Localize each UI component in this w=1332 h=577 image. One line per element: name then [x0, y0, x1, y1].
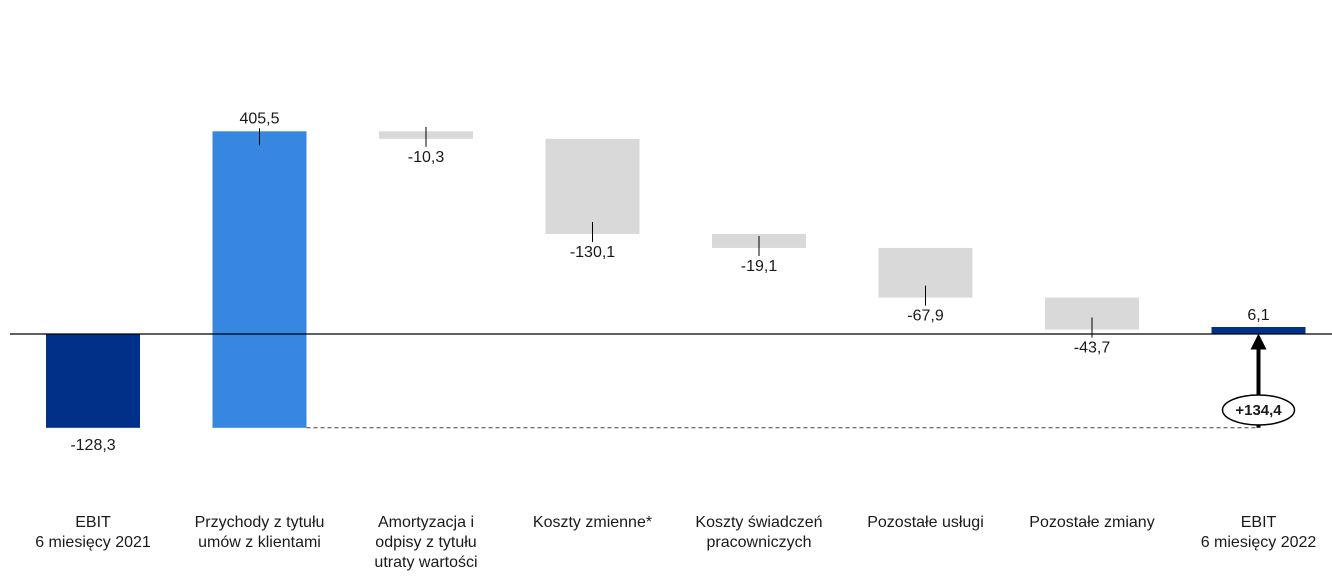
category-label-line: Amortyzacja i — [378, 514, 474, 531]
category-label-0: EBIT 6 miesięcy 2021 — [35, 514, 151, 551]
category-label-line: umów z klientami — [198, 534, 321, 551]
bar-increase-1 — [212, 131, 307, 428]
bar-total-7 — [1211, 327, 1306, 334]
value-label-4: -19,1 — [741, 258, 778, 275]
category-label-line: Koszty świadczeń — [695, 514, 822, 531]
category-label-line: 6 miesięcy 2022 — [1201, 534, 1317, 551]
category-label-1: Przychody z tytułu umów z klientami — [195, 514, 325, 551]
category-label-line: utraty wartości — [374, 554, 477, 571]
category-label-line: Koszty zmienne* — [533, 514, 652, 531]
value-label-3: -130,1 — [570, 244, 615, 261]
value-label-7: 6,1 — [1247, 307, 1269, 324]
value-label-0: -128,3 — [70, 437, 115, 454]
category-label-line: Pozostałe usługi — [867, 514, 984, 531]
delta-arrow-head — [1250, 333, 1267, 350]
category-label-line: pracowniczych — [707, 534, 812, 551]
delta-label: +134,4 — [1235, 402, 1282, 419]
value-label-6: -43,7 — [1074, 340, 1111, 357]
delta-badge — [1221, 394, 1296, 426]
category-label-3: Koszty zmienne* — [533, 514, 652, 531]
bars-group — [46, 131, 1306, 428]
category-label-7: EBIT 6 miesięcy 2022 — [1201, 514, 1317, 551]
category-label-2: Amortyzacja i odpisy z tytułu utraty warto… — [374, 514, 477, 571]
axis-group — [10, 333, 1332, 429]
category-label-line: 6 miesięcy 2021 — [35, 534, 151, 551]
category-label-6: Pozostałe zmiany — [1029, 514, 1154, 531]
category-label-line: odpisy z tytułu — [375, 534, 476, 551]
bar-total-0 — [46, 334, 140, 428]
category-label-line: Pozostałe zmiany — [1029, 514, 1154, 531]
category-label-5: Pozostałe usługi — [867, 514, 984, 531]
labels-group: -128,3 EBIT 6 miesięcy 2021 405,5 Przychody … — [35, 110, 1316, 571]
category-label-4: Koszty świadczeń pracowniczych — [695, 514, 822, 551]
bar-decrease-3 — [545, 138, 640, 234]
value-label-1: 405,5 — [239, 110, 279, 127]
value-label-2: -10,3 — [408, 149, 445, 166]
category-label-line: EBIT — [75, 514, 111, 531]
category-label-line: EBIT — [1241, 514, 1277, 531]
category-label-line: Przychody z tytułu — [195, 514, 325, 531]
value-label-5: -67,9 — [907, 308, 944, 325]
